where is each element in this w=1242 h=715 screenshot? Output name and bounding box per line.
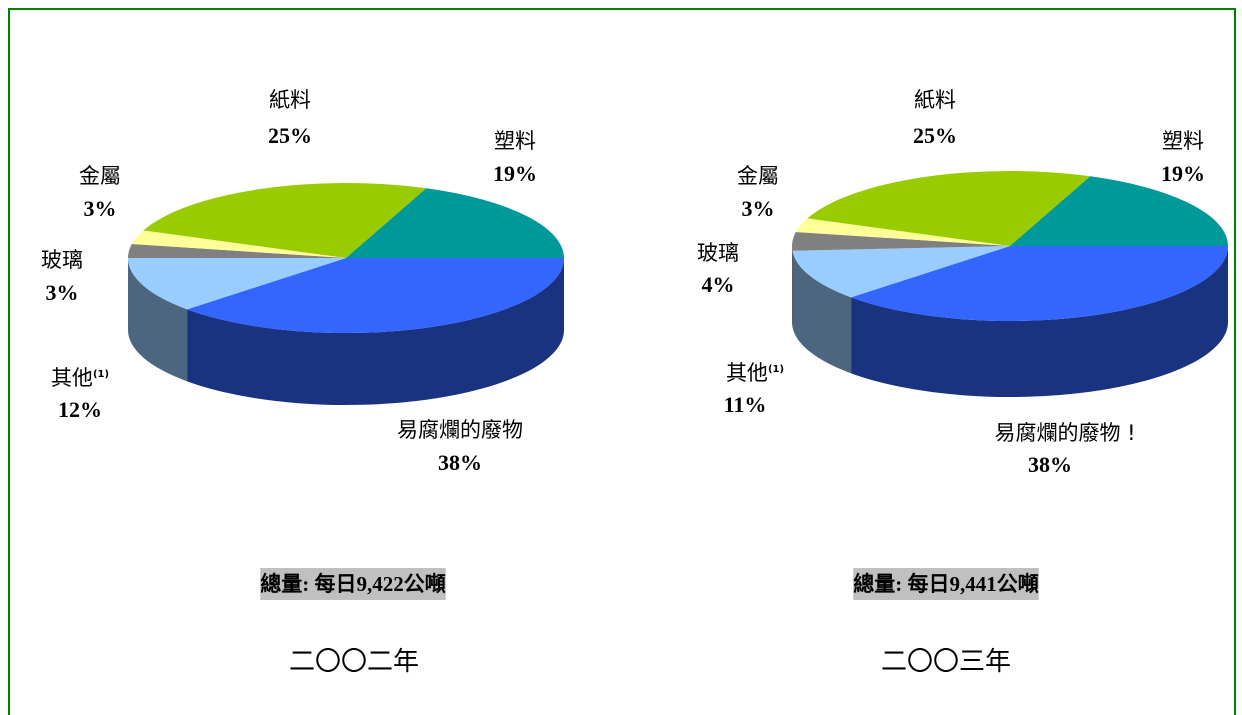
- slice-value-label: 4%: [702, 272, 735, 297]
- slice: [128, 258, 346, 310]
- slice-name: 紙料: [269, 88, 311, 112]
- slice-name: 其他: [51, 366, 93, 390]
- footnote-mark: (1): [768, 364, 784, 375]
- slice: [346, 188, 564, 258]
- slice: [1010, 176, 1228, 246]
- slice-label: 其他(1): [51, 366, 109, 390]
- slice-name: 易腐爛的廢物: [397, 418, 523, 442]
- frame: [8, 8, 1236, 715]
- slice-label: 紙料: [914, 88, 956, 112]
- slice: [792, 231, 1010, 251]
- year-label: 二〇〇二年: [289, 647, 419, 677]
- slice-label: 金屬: [79, 164, 121, 188]
- slice-value-label: 19%: [493, 161, 537, 186]
- slice: [851, 246, 1228, 321]
- slice-side: [187, 258, 564, 405]
- slice: [807, 171, 1091, 246]
- slice-value-label: 3%: [46, 280, 79, 305]
- slice-label: 玻璃: [697, 241, 739, 265]
- slice: [143, 183, 427, 258]
- slice: [792, 246, 1010, 298]
- slice-value-label: 38%: [438, 450, 482, 475]
- slice-value-label: 12%: [58, 397, 102, 422]
- slice-name: 其他: [726, 361, 768, 385]
- total-background: [260, 568, 446, 600]
- slice-name: 金屬: [79, 164, 121, 188]
- slice-label: 易腐爛的廢物 !: [994, 421, 1135, 445]
- slice: [128, 243, 346, 258]
- slice-value-label: 25%: [268, 123, 312, 148]
- slice-side: [792, 250, 852, 374]
- slice-label: 玻璃: [41, 248, 83, 272]
- slice: [795, 218, 1010, 246]
- total-label: 總量: 每日9,422公噸: [260, 572, 446, 596]
- slice: [131, 230, 346, 258]
- slice-label: 塑料: [494, 129, 536, 153]
- slice-label: 塑料: [1162, 129, 1204, 153]
- slice-side: [851, 246, 1228, 397]
- slice-value-label: 3%: [742, 196, 775, 221]
- slice-name: 玻璃: [41, 248, 83, 272]
- slice-value-label: 3%: [84, 196, 117, 221]
- slice-side: [128, 258, 188, 382]
- year-label: 二〇〇三年: [881, 647, 1011, 677]
- slice-name: 紙料: [914, 88, 956, 112]
- slice-label: 其他(1): [726, 361, 784, 385]
- slice-name: 易腐爛的廢物 !: [994, 421, 1135, 445]
- slice-value-label: 11%: [724, 392, 767, 417]
- slice-label: 易腐爛的廢物: [397, 418, 523, 442]
- slice-value-label: 25%: [913, 123, 957, 148]
- slice-name: 塑料: [1162, 129, 1204, 153]
- slice-name: 金屬: [737, 164, 779, 188]
- slice-label: 紙料: [269, 88, 311, 112]
- slice: [187, 258, 564, 333]
- slice-value-label: 38%: [1028, 452, 1072, 477]
- total-background: [853, 568, 1039, 600]
- total-label: 總量: 每日9,441公噸: [853, 572, 1039, 596]
- footnote-mark: (1): [93, 369, 109, 380]
- slice-name: 塑料: [494, 129, 536, 153]
- slice-value-label: 19%: [1161, 161, 1205, 186]
- slice-name: 玻璃: [697, 241, 739, 265]
- slice-label: 金屬: [737, 164, 779, 188]
